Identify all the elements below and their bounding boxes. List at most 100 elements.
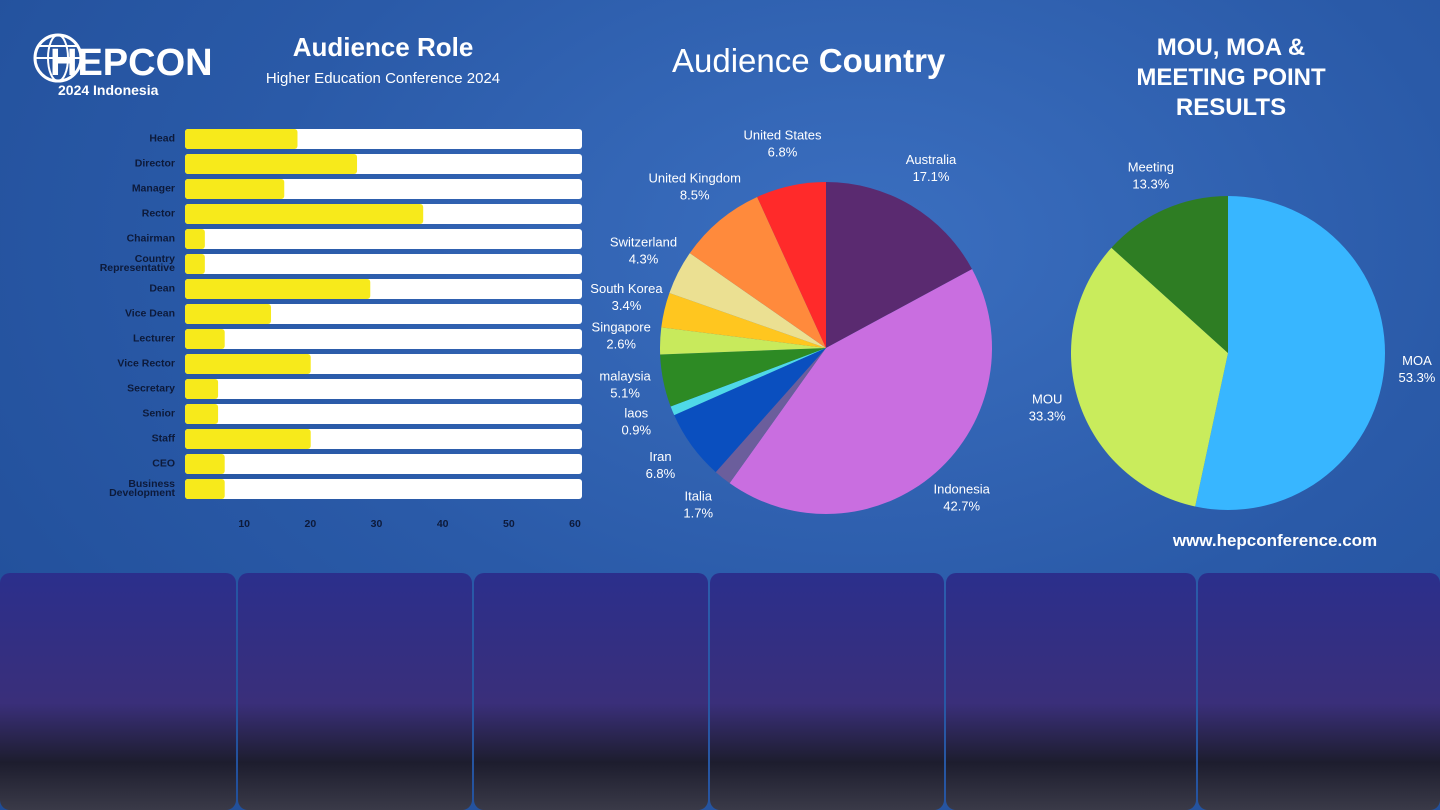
bar: [185, 479, 225, 499]
bar-track: [185, 229, 582, 249]
bar: [185, 204, 424, 224]
photo: [238, 573, 472, 810]
title-part: Audience: [672, 42, 810, 79]
slice-name: MOA: [1402, 353, 1432, 368]
slice-value: 42.7%: [943, 499, 980, 514]
bar-track: [185, 379, 582, 399]
y-tick-label: Vice Dean: [124, 307, 175, 320]
bar: [185, 304, 272, 324]
slice-value: 1.7%: [683, 505, 713, 520]
bar: [185, 279, 371, 299]
y-tick-label: Head: [149, 132, 175, 145]
y-tick-label: Secretary: [127, 382, 175, 395]
pie-slice: [661, 292, 826, 348]
y-tick-label: Manager: [131, 182, 175, 195]
slice-name: Italia: [684, 488, 712, 503]
chart-subtitle: Higher Education Conference 2024: [265, 70, 501, 87]
slice-name: Australia: [906, 152, 957, 167]
bar-track: [185, 479, 582, 499]
logo: HEPCON: [50, 42, 213, 84]
pie-slice: [674, 348, 826, 473]
slice-name: United Kingdom: [648, 171, 741, 186]
x-tick-label: 40: [437, 518, 449, 530]
y-tick-label: Vice Rector: [117, 357, 175, 370]
pie-slice: [660, 348, 826, 407]
slice-name: MOU: [1032, 391, 1062, 406]
bar: [185, 379, 219, 399]
chart-title: MOU, MOA & MEETING POINT RESULTS: [1136, 34, 1326, 121]
photo: [0, 573, 236, 810]
logo-globe: [33, 33, 83, 83]
y-tick-label: Senior: [142, 407, 175, 420]
slice-name: Iran: [649, 449, 671, 464]
photo: [946, 573, 1196, 810]
x-tick-label: 30: [371, 518, 383, 530]
y-tick-label: Business Development: [109, 478, 175, 499]
photo: [474, 573, 708, 810]
y-tick-label: Director: [134, 157, 175, 170]
pie-slice: [715, 348, 826, 484]
x-tick-label: 50: [503, 518, 515, 530]
pie-slice: [1071, 247, 1228, 507]
charts: 10 20 30 40 50 60 Australia 17.1% Indonesia 42.7%…: [185, 128, 1436, 530]
y-tick-label: Staff: [151, 432, 175, 445]
bar: [185, 354, 311, 374]
x-tick-label: 60: [569, 518, 581, 530]
x-tick-label: 20: [304, 518, 316, 530]
bar: [185, 329, 225, 349]
slice-value: 0.9%: [621, 423, 651, 438]
photo: [1198, 573, 1440, 810]
slice-value: 8.5%: [680, 188, 710, 203]
slice-value: 3.4%: [612, 298, 642, 313]
bar: [185, 404, 219, 424]
pie-slice: [729, 269, 992, 514]
pie-slice: [660, 327, 826, 355]
bar: [185, 179, 285, 199]
slice-value: 4.3%: [629, 252, 659, 267]
chart-title: Audience Role: [292, 32, 474, 62]
y-tick-label: Lecturer: [132, 332, 175, 345]
pie-slice: [669, 253, 826, 348]
bar-track: [185, 454, 582, 474]
pie-slice: [1195, 196, 1385, 510]
slice-value: 2.6%: [606, 336, 636, 351]
bar: [185, 154, 358, 174]
bar-track: [185, 329, 582, 349]
pie-slice: [689, 196, 826, 348]
slice-name: Indonesia: [933, 482, 990, 497]
pie-slice: [670, 348, 826, 416]
slice-value: 5.1%: [610, 386, 640, 401]
y-tick-label: Rector: [141, 207, 175, 220]
logo-sub: 2024 Indonesia: [58, 82, 159, 98]
bar-track: [185, 254, 582, 274]
slice-name: Switzerland: [610, 235, 677, 250]
slice-name: Meeting: [1128, 159, 1174, 174]
bar: [185, 454, 225, 474]
slice-name: United States: [743, 128, 822, 143]
slice-value: 6.8%: [768, 145, 798, 160]
bar-track: [185, 404, 582, 424]
slice-name: South Korea: [590, 281, 663, 296]
bar: [185, 254, 205, 274]
bar: [185, 429, 311, 449]
y-tick-label: CEO: [152, 457, 175, 470]
pie-slice: [826, 182, 973, 348]
pie-slice: [1111, 196, 1228, 353]
bar: [185, 229, 205, 249]
y-tick-label: Country Representative: [99, 253, 175, 274]
slice-value: 17.1%: [913, 169, 950, 184]
chart-title: Audience Country: [672, 42, 945, 80]
title-part: Country: [818, 42, 946, 79]
pie-slice: [757, 182, 826, 348]
bar: [185, 129, 298, 149]
slice-value: 53.3%: [1399, 370, 1436, 385]
y-tick-label: Dean: [149, 282, 175, 295]
website: www.hepconference.com: [1172, 531, 1378, 550]
x-tick-label: 10: [238, 518, 250, 530]
y-tick-label: Chairman: [126, 232, 175, 245]
slice-value: 13.3%: [1132, 176, 1169, 191]
slice-name: laos: [624, 406, 648, 421]
slice-name: malaysia: [599, 369, 651, 384]
slice-value: 6.8%: [646, 466, 676, 481]
